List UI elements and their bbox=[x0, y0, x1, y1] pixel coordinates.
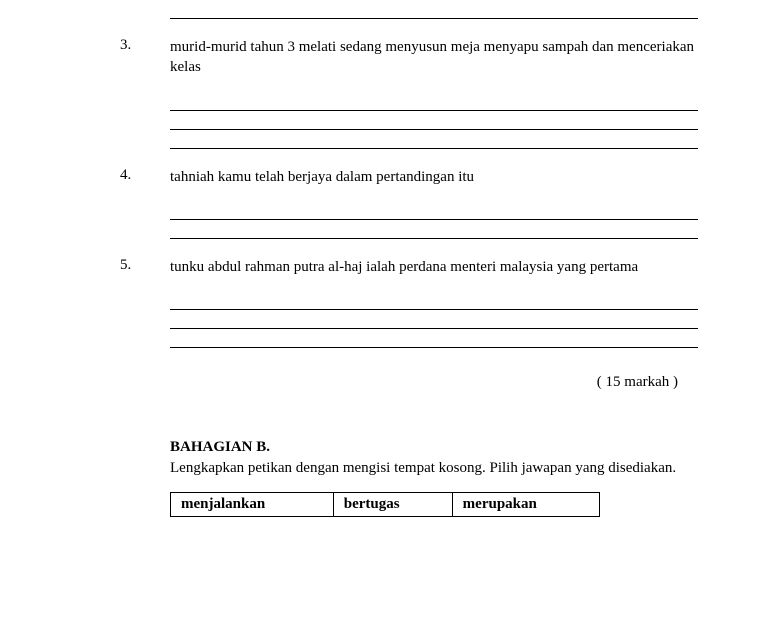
question-body: tahniah kamu telah berjaya dalam pertand… bbox=[170, 167, 698, 239]
word-cell: merupakan bbox=[452, 493, 599, 517]
question-body: murid-murid tahun 3 melati sedang menyus… bbox=[170, 37, 698, 149]
answer-line bbox=[170, 333, 698, 348]
question-number: 4. bbox=[120, 167, 170, 239]
question-3: 3. murid-murid tahun 3 melati sedang men… bbox=[120, 37, 698, 149]
word-cell: menjalankan bbox=[171, 493, 334, 517]
question-number: 3. bbox=[120, 37, 170, 149]
word-cell: bertugas bbox=[333, 493, 452, 517]
worksheet-page: 3. murid-murid tahun 3 melati sedang men… bbox=[0, 4, 768, 517]
question-text: murid-murid tahun 3 melati sedang menyus… bbox=[170, 37, 698, 78]
answer-line bbox=[170, 4, 698, 19]
section-b-title: BAHAGIAN B. bbox=[170, 439, 698, 456]
answer-line bbox=[170, 224, 698, 239]
table-row: menjalankan bertugas merupakan bbox=[171, 493, 600, 517]
question-5: 5. tunku abdul rahman putra al-haj ialah… bbox=[120, 257, 698, 348]
answer-line bbox=[170, 314, 698, 329]
answer-line bbox=[170, 115, 698, 130]
top-answer-lines bbox=[170, 4, 698, 19]
answer-line bbox=[170, 96, 698, 111]
question-number: 5. bbox=[120, 257, 170, 348]
question-4: 4. tahniah kamu telah berjaya dalam pert… bbox=[120, 167, 698, 239]
section-b: BAHAGIAN B. Lengkapkan petikan dengan me… bbox=[170, 439, 698, 478]
marks-label: ( 15 markah ) bbox=[120, 374, 678, 391]
answer-line bbox=[170, 205, 698, 220]
answer-line bbox=[170, 134, 698, 149]
question-body: tunku abdul rahman putra al-haj ialah pe… bbox=[170, 257, 698, 348]
answer-line bbox=[170, 295, 698, 310]
question-text: tahniah kamu telah berjaya dalam pertand… bbox=[170, 167, 698, 187]
word-bank-table: menjalankan bertugas merupakan bbox=[170, 492, 600, 517]
section-b-instruction: Lengkapkan petikan dengan mengisi tempat… bbox=[170, 458, 698, 478]
question-text: tunku abdul rahman putra al-haj ialah pe… bbox=[170, 257, 698, 277]
